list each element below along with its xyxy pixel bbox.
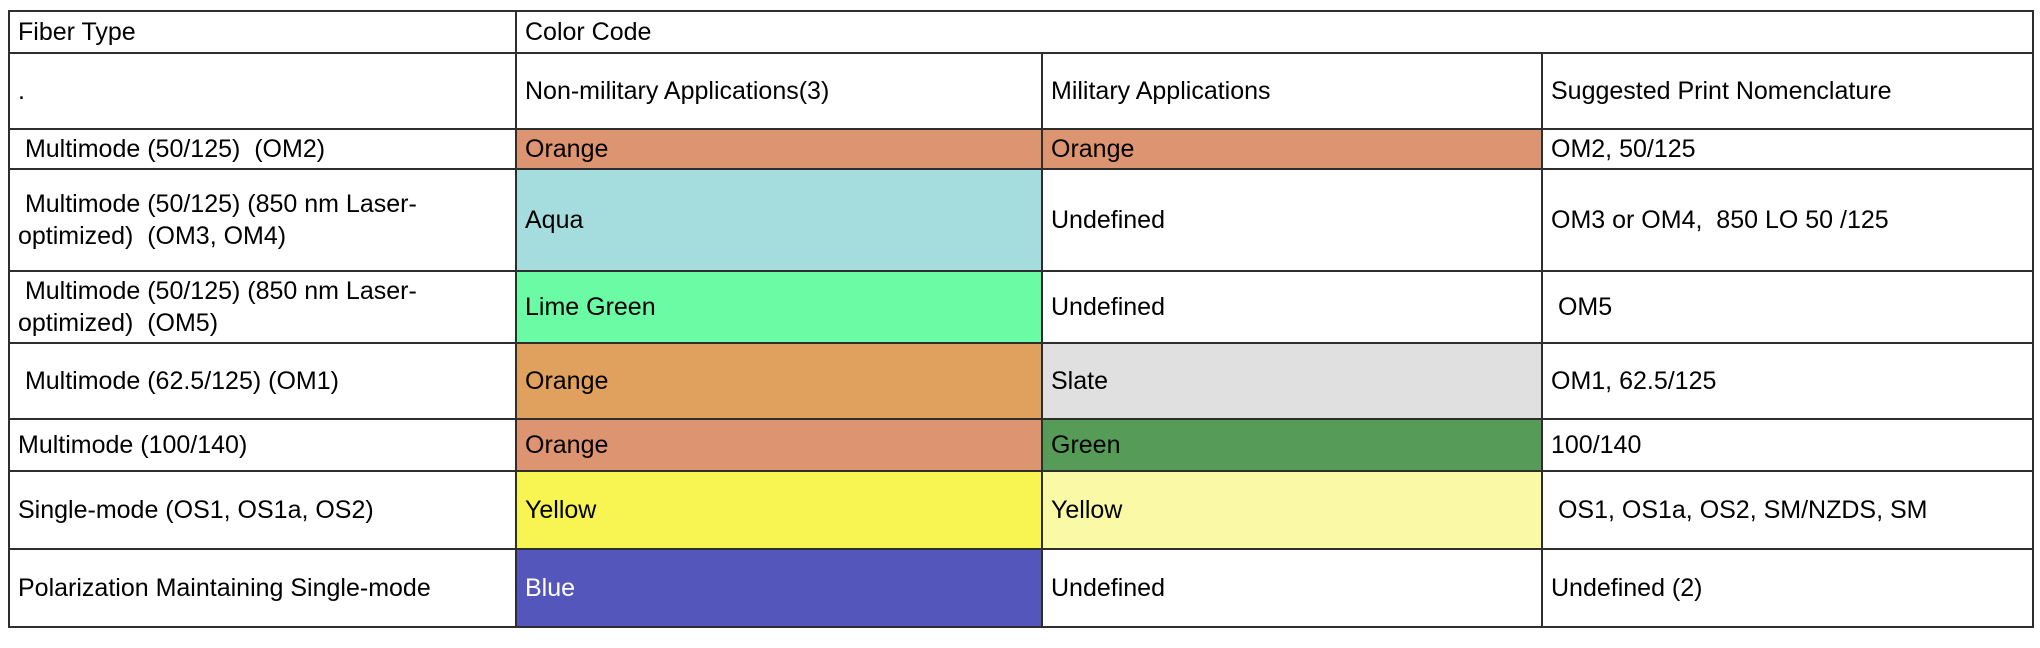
table-title-row: Fiber Type Color Code — [8, 10, 2035, 54]
table-subheader-row: . Non-military Applications(3) Military … — [8, 52, 2035, 130]
table-row: Multimode (62.5/125) (OM1) Orange Slate … — [8, 342, 2035, 420]
non-military-applications-header: Non-military Applications(3) — [515, 52, 1043, 130]
military-color-cell: Undefined — [1041, 168, 1543, 272]
fiber-type-cell: Multimode (50/125) (OM2) — [8, 128, 517, 170]
non-military-color-cell: Orange — [515, 342, 1043, 420]
subheader-fiber-type-cell: . — [8, 52, 517, 130]
color-code-header: Color Code — [514, 10, 2035, 54]
non-military-color-cell: Yellow — [515, 470, 1043, 550]
print-nomenclature-cell: OM5 — [1540, 270, 2035, 344]
print-nomenclature-cell: Undefined (2) — [1540, 548, 2035, 628]
military-color-cell: Green — [1041, 418, 1543, 472]
fiber-type-header: Fiber Type — [8, 10, 517, 54]
non-military-color-cell: Aqua — [515, 168, 1043, 272]
table-row: Multimode (100/140) Orange Green 100/140 — [8, 418, 2035, 472]
non-military-color-cell: Lime Green — [515, 270, 1043, 344]
fiber-type-cell: Multimode (50/125) (850 nm Laser-optimiz… — [8, 168, 517, 272]
fiber-type-cell: Single-mode (OS1, OS1a, OS2) — [8, 470, 517, 550]
print-nomenclature-cell: OS1, OS1a, OS2, SM/NZDS, SM — [1540, 470, 2035, 550]
military-color-cell: Orange — [1041, 128, 1543, 170]
fiber-type-cell: Multimode (50/125) (850 nm Laser-optimiz… — [8, 270, 517, 344]
print-nomenclature-cell: OM3 or OM4, 850 LO 50 /125 — [1540, 168, 2035, 272]
table-row: Multimode (50/125) (850 nm Laser-optimiz… — [8, 168, 2035, 272]
military-applications-header: Military Applications — [1041, 52, 1543, 130]
fiber-color-code-table: Fiber Type Color Code . Non-military App… — [8, 10, 2035, 628]
print-nomenclature-cell: 100/140 — [1540, 418, 2035, 472]
non-military-color-cell: Orange — [515, 418, 1043, 472]
non-military-color-cell: Orange — [515, 128, 1043, 170]
military-color-cell: Undefined — [1041, 548, 1543, 628]
suggested-print-nomenclature-header: Suggested Print Nomenclature — [1540, 52, 2035, 130]
non-military-color-cell: Blue — [515, 548, 1043, 628]
table-row: Single-mode (OS1, OS1a, OS2) Yellow Yell… — [8, 470, 2035, 550]
table-row: Polarization Maintaining Single-mode Blu… — [8, 548, 2035, 628]
military-color-cell: Undefined — [1041, 270, 1543, 344]
fiber-type-cell: Multimode (62.5/125) (OM1) — [8, 342, 517, 420]
military-color-cell: Yellow — [1041, 470, 1543, 550]
military-color-cell: Slate — [1041, 342, 1543, 420]
print-nomenclature-cell: OM1, 62.5/125 — [1540, 342, 2035, 420]
table-row: Multimode (50/125) (850 nm Laser-optimiz… — [8, 270, 2035, 344]
print-nomenclature-cell: OM2, 50/125 — [1540, 128, 2035, 170]
fiber-type-cell: Multimode (100/140) — [8, 418, 517, 472]
table-row: Multimode (50/125) (OM2) Orange Orange O… — [8, 128, 2035, 170]
fiber-type-cell: Polarization Maintaining Single-mode — [8, 548, 517, 628]
